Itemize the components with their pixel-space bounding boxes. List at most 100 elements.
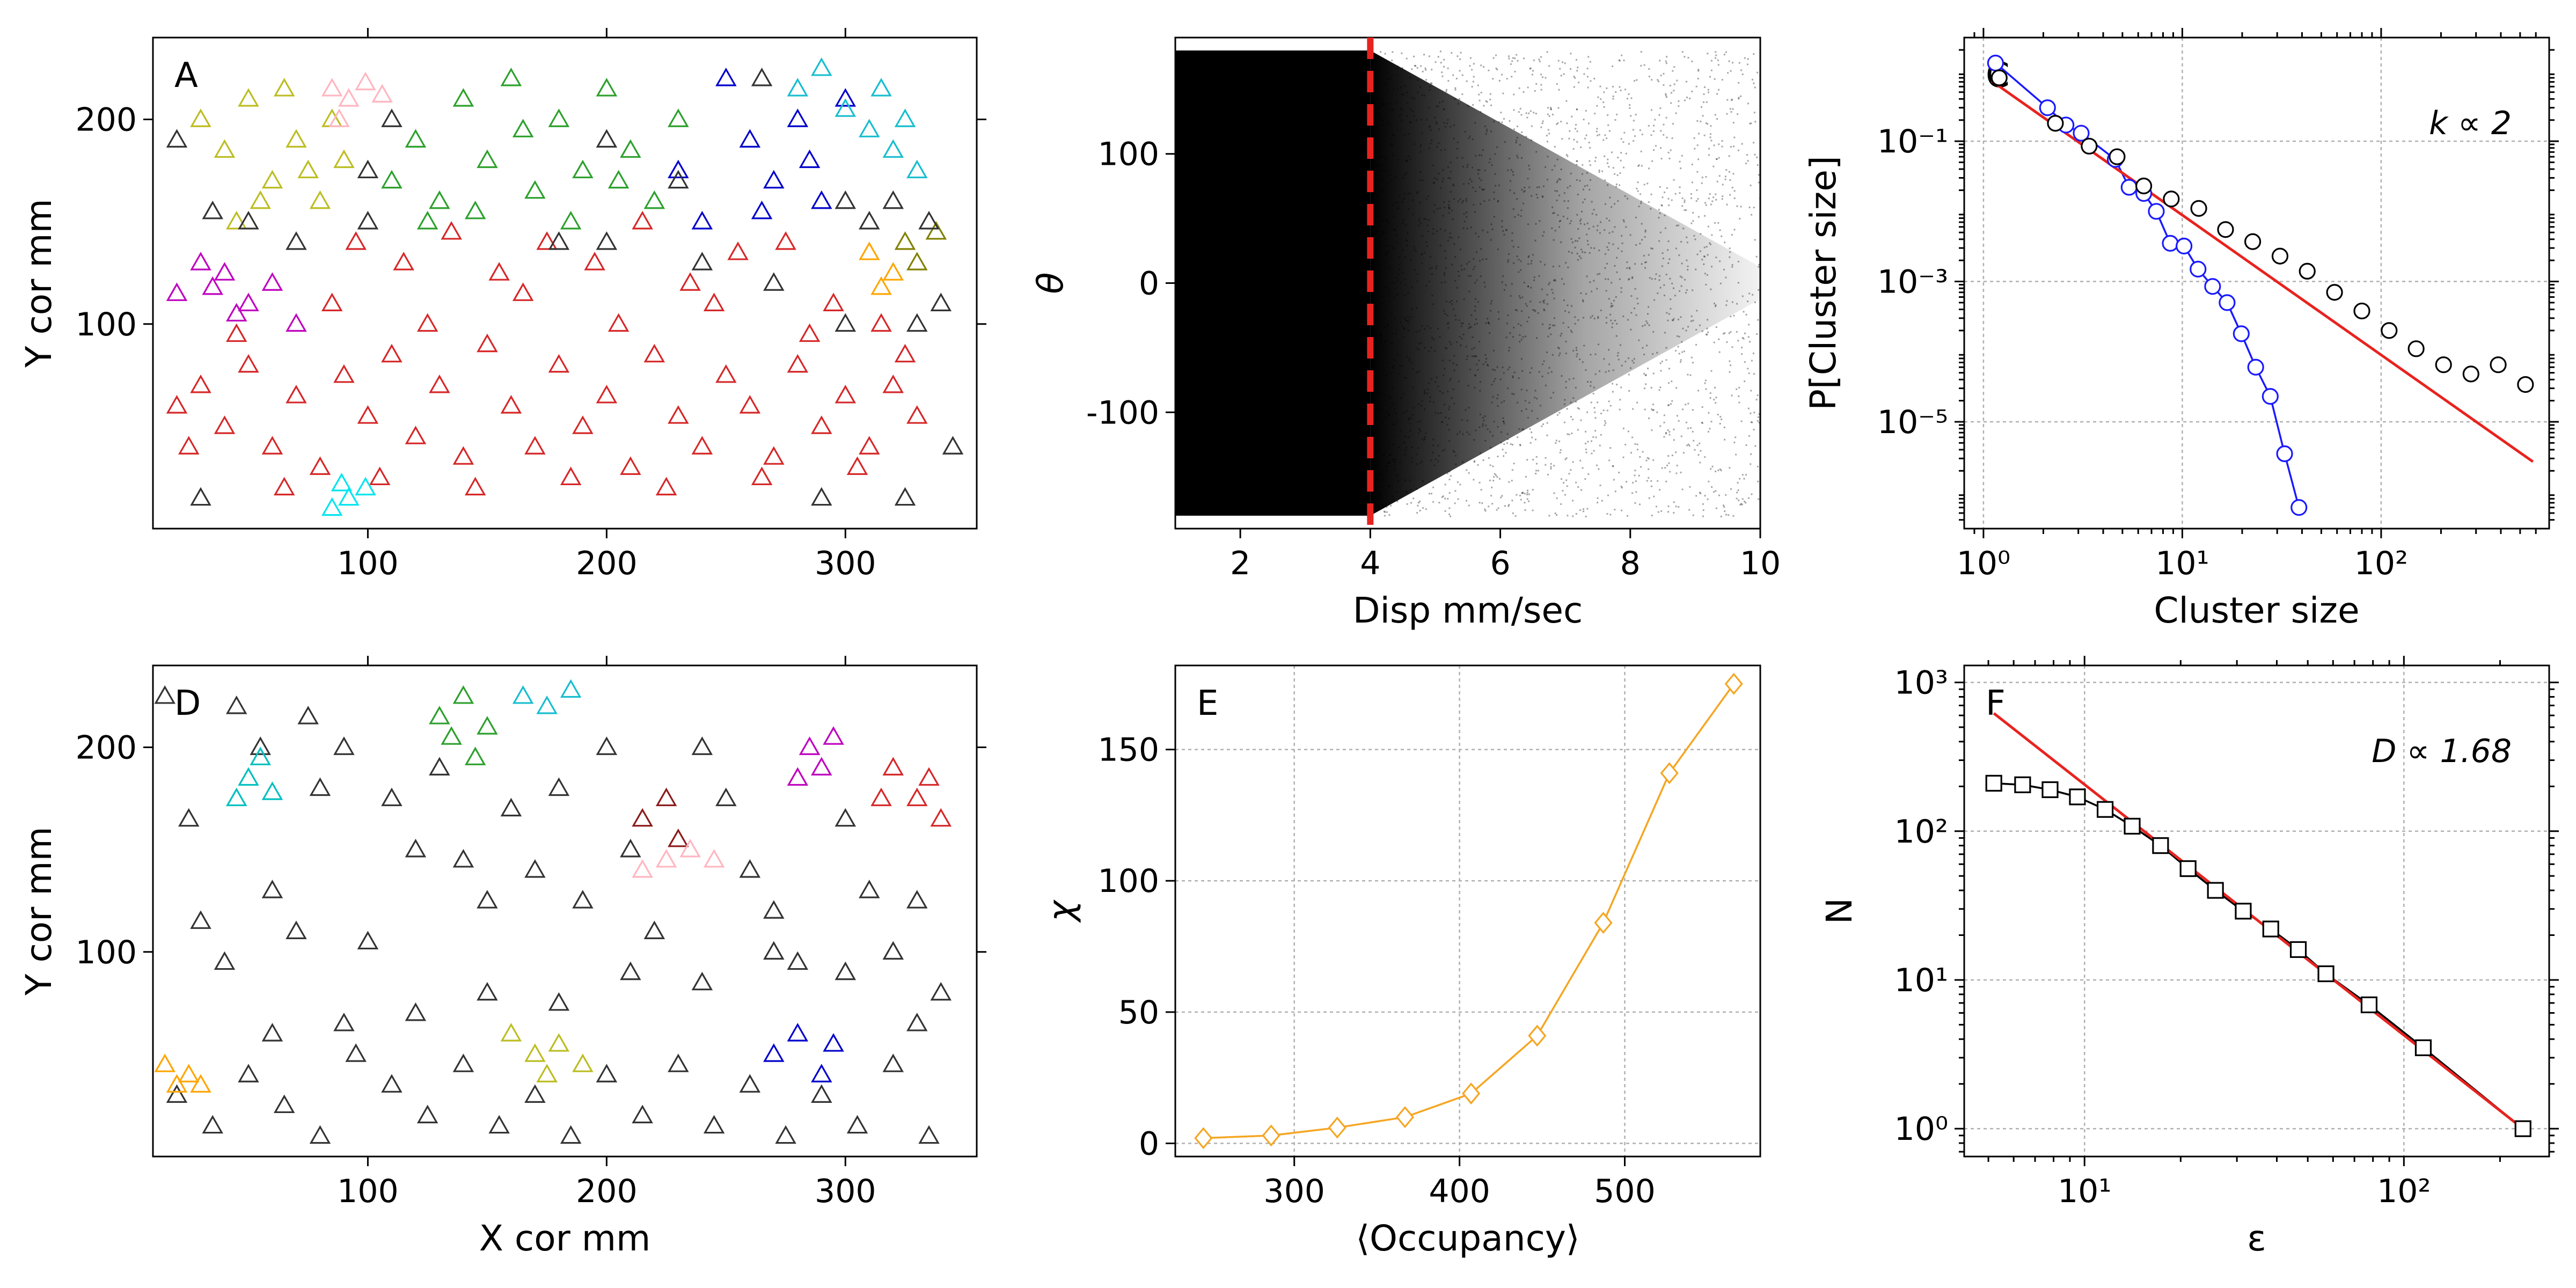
data-point [906, 890, 928, 909]
cloud-point [1401, 272, 1403, 274]
cloud-point [1659, 60, 1661, 62]
cloud-point [1679, 192, 1681, 194]
x-tick-label: 8 [1620, 545, 1641, 582]
cloud-point [1445, 90, 1447, 92]
data-point [1724, 672, 1743, 695]
cloud-point [1474, 266, 1476, 268]
cloud-point [1532, 70, 1534, 72]
cloud-point [1575, 347, 1577, 349]
cloud-point [1472, 187, 1474, 189]
cloud-point [1604, 229, 1606, 231]
y-axis-label: θ [1030, 272, 1071, 294]
cloud-point [1406, 503, 1408, 505]
cloud-point [1378, 174, 1380, 177]
cloud-point [1432, 444, 1435, 447]
cloud-point [1628, 278, 1630, 280]
cloud-point [1475, 298, 1477, 300]
cloud-point [1399, 115, 1401, 118]
cloud-point [1657, 511, 1659, 513]
cloud-point [1477, 464, 1479, 466]
cloud-point [1608, 400, 1610, 402]
cloud-point [1376, 97, 1378, 99]
cloud-point [1587, 244, 1589, 246]
cloud-point [1558, 221, 1561, 223]
cloud-point [1584, 198, 1586, 200]
cloud-point [1401, 325, 1403, 327]
cloud-point [1607, 249, 1609, 251]
cloud-point [1625, 226, 1627, 228]
cloud-point [1556, 190, 1558, 192]
cloud-point [1576, 240, 1578, 242]
cloud-point [1412, 414, 1414, 416]
cloud-point [1533, 279, 1535, 281]
cloud-point [1423, 393, 1425, 395]
cloud-point [1453, 243, 1455, 245]
cloud-point [1387, 108, 1389, 111]
cloud-point [1506, 323, 1508, 325]
cloud-point [1650, 134, 1652, 136]
cloud-point [1713, 341, 1715, 343]
cloud-point [1697, 78, 1699, 80]
cloud-point [1567, 187, 1569, 189]
cloud-point [1414, 248, 1416, 251]
data-point [333, 364, 355, 383]
cloud-point [1667, 249, 1669, 251]
cloud-point [1565, 340, 1567, 342]
data-point [357, 210, 379, 230]
cloud-point [1430, 378, 1432, 380]
cloud-point [1561, 278, 1563, 280]
cloud-point [1400, 397, 1402, 399]
cloud-point [1651, 278, 1653, 280]
cloud-point [1614, 173, 1616, 175]
cloud-point [1385, 253, 1387, 255]
cloud-point [1387, 78, 1389, 80]
cloud-point [1591, 315, 1593, 317]
cloud-point [1707, 331, 1709, 333]
cloud-point [1466, 200, 1468, 202]
cloud-point [1696, 444, 1699, 447]
cloud-point [1697, 70, 1700, 72]
cloud-point [1718, 351, 1721, 353]
cloud-point [1743, 500, 1745, 502]
cloud-point [1547, 113, 1549, 115]
cloud-point [1392, 423, 1394, 425]
cloud-point [1547, 372, 1549, 374]
cloud-point [1558, 178, 1560, 180]
cloud-point [1474, 305, 1476, 308]
cloud-point [1379, 264, 1381, 266]
x-tick-label: 300 [815, 545, 876, 582]
cloud-point [1387, 87, 1389, 90]
cloud-point [1374, 157, 1376, 159]
cloud-point [1409, 192, 1411, 194]
cloud-point [1392, 495, 1394, 497]
cloud-point [1703, 93, 1705, 96]
cloud-point [1685, 404, 1687, 406]
cloud-point [1396, 129, 1399, 131]
cloud-point [1759, 225, 1760, 227]
cloud-point [1687, 427, 1689, 429]
cloud-point [1740, 95, 1742, 97]
cloud-point [1421, 405, 1423, 407]
cloud-point [1527, 416, 1529, 419]
cloud-point [1375, 378, 1377, 380]
data-point [202, 1115, 223, 1134]
cloud-point [1392, 443, 1394, 445]
cloud-point [1492, 435, 1494, 437]
cloud-point [1421, 342, 1423, 344]
cloud-point [1434, 177, 1436, 179]
data-point [328, 108, 350, 127]
data-point [381, 787, 402, 807]
cloud-point [1589, 188, 1591, 191]
cloud-point [1568, 473, 1570, 475]
cloud-point [1585, 109, 1587, 112]
cloud-point [1454, 280, 1457, 282]
cloud-point [1648, 497, 1650, 499]
cloud-point [1443, 108, 1445, 111]
cloud-point [1660, 130, 1662, 132]
cloud-point [1650, 193, 1652, 195]
cloud-point [1695, 328, 1697, 331]
cloud-point [1526, 493, 1528, 495]
cloud-point [1640, 150, 1642, 152]
cloud-point [1549, 324, 1551, 326]
cloud-point [1445, 267, 1447, 269]
